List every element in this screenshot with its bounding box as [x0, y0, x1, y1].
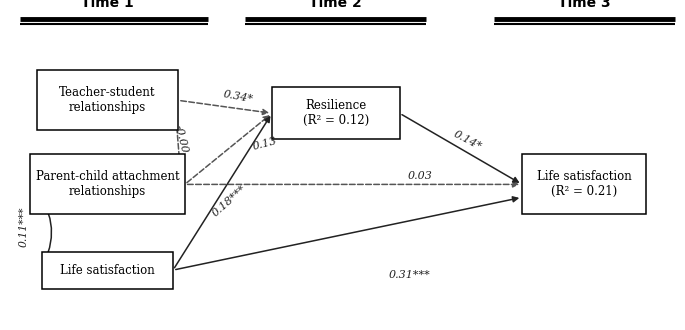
- Text: 0.13: 0.13: [252, 136, 279, 152]
- Text: 0.34*: 0.34*: [223, 89, 254, 105]
- FancyBboxPatch shape: [522, 154, 646, 214]
- Text: Resilience
(R² = 0.12): Resilience (R² = 0.12): [303, 99, 369, 127]
- Text: 0.31***: 0.31***: [389, 270, 430, 280]
- Text: Life satisfaction: Life satisfaction: [60, 264, 155, 277]
- Text: 0.14*: 0.14*: [451, 129, 484, 152]
- Text: 0.03: 0.03: [408, 171, 432, 181]
- Text: Time 3: Time 3: [558, 0, 610, 10]
- Text: -0.00: -0.00: [173, 124, 190, 154]
- FancyBboxPatch shape: [37, 70, 178, 130]
- Text: Parent-child attachment
relationships: Parent-child attachment relationships: [36, 170, 179, 198]
- FancyBboxPatch shape: [42, 251, 173, 289]
- Text: 0.11***: 0.11***: [18, 207, 29, 248]
- FancyBboxPatch shape: [272, 87, 399, 139]
- FancyBboxPatch shape: [30, 154, 185, 214]
- Text: Time 2: Time 2: [310, 0, 362, 10]
- Text: Time 1: Time 1: [81, 0, 134, 10]
- Text: Teacher-student
relationships: Teacher-student relationships: [60, 86, 155, 114]
- Text: 0.18***: 0.18***: [210, 184, 248, 219]
- Text: Life satisfaction
(R² = 0.21): Life satisfaction (R² = 0.21): [537, 170, 632, 198]
